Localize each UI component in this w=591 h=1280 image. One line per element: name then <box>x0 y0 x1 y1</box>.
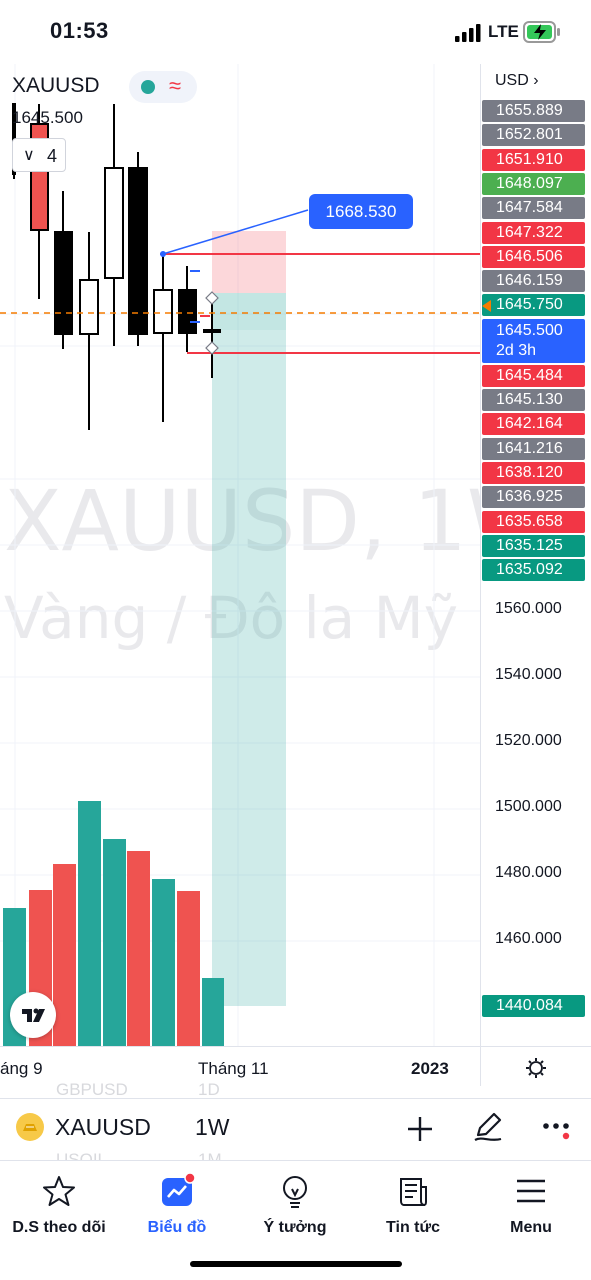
indicators-toggle-button[interactable]: ∨ 4 <box>12 138 66 172</box>
chart-watermark-title: XAUUSD, 1W <box>4 472 550 570</box>
tradingview-logo-icon[interactable] <box>10 992 56 1038</box>
ghost-watchlist-symbol: GBPUSD <box>56 1080 128 1099</box>
timeframe-button[interactable]: 1W <box>195 1114 230 1140</box>
drag-handles-icon[interactable] <box>205 291 219 355</box>
price-label: 1638.120 <box>482 461 585 484</box>
chart-watermark-subtitle: Vàng / Đô la Mỹ <box>4 584 459 652</box>
price-label: 1645.130 <box>482 389 585 411</box>
symbol-toolbar: XAUUSD 1W <box>0 1098 591 1160</box>
tab-label: Biểu đồ <box>147 1219 207 1236</box>
tab-label: Ý tưởng <box>263 1219 327 1236</box>
price-tick: 1460.000 <box>495 930 562 947</box>
tab-label: D.S theo dõi <box>12 1219 106 1236</box>
market-status-pill[interactable]: ≈ <box>129 71 197 103</box>
tab-label: Tin tức <box>386 1219 440 1236</box>
more-icon[interactable] <box>540 1113 576 1143</box>
price-label: 1645.750 <box>482 294 585 317</box>
price-tick: 1560.000 <box>495 600 562 617</box>
gold-symbol-icon <box>16 1113 44 1141</box>
price-callout[interactable]: 1668.530 <box>309 194 413 229</box>
trend-line[interactable] <box>162 209 309 255</box>
tab-ideas[interactable]: Ý tưởng <box>240 1171 350 1241</box>
position-target-zone[interactable] <box>212 293 286 330</box>
price-tick: 1480.000 <box>495 864 562 881</box>
star-icon <box>43 1176 75 1206</box>
legend-symbol[interactable]: XAUUSD <box>12 74 100 97</box>
home-indicator[interactable] <box>190 1261 402 1267</box>
lightbulb-icon <box>283 1176 307 1208</box>
network-type: LTE <box>488 22 519 41</box>
news-icon <box>400 1178 427 1206</box>
pen-icon[interactable] <box>470 1109 506 1145</box>
price-label: 1645.484 <box>482 364 585 387</box>
bar-countdown: 2d 3h <box>496 341 537 359</box>
time-axis[interactable]: áng 9 Tháng 11 2023 <box>0 1046 480 1086</box>
price-label: 1635.092 <box>482 559 585 582</box>
price-label: 1648.097 <box>482 172 585 195</box>
price-label: 1652.801 <box>482 124 585 147</box>
hamburger-icon <box>517 1179 545 1203</box>
price-axis[interactable]: USD › 1655.889 1652.801 1651.910 1648.097 16… <box>480 64 591 1086</box>
tab-watchlist[interactable]: D.S theo dõi <box>4 1171 114 1241</box>
symbol-search-button[interactable]: XAUUSD <box>55 1114 151 1140</box>
price-label: 1646.159 <box>482 270 585 293</box>
tab-label: Menu <box>510 1219 552 1236</box>
plus-icon[interactable] <box>402 1111 438 1147</box>
tab-news[interactable]: Tin tức <box>358 1171 468 1241</box>
volume-bars <box>3 801 224 1046</box>
price-tick: 1500.000 <box>495 798 562 815</box>
position-stop-zone[interactable] <box>212 231 286 293</box>
current-price-marker-icon <box>482 300 491 313</box>
ghost-watchlist-timeframe: 1D <box>198 1080 220 1099</box>
price-label: 1647.322 <box>482 221 585 244</box>
time-label: 2023 <box>411 1059 449 1078</box>
price-label: 1647.584 <box>482 197 585 220</box>
indicator-count: 4 <box>47 146 58 166</box>
bottom-tab-bar: D.S theo dõi Biểu đồ Ý tưởng Tin tức <box>0 1160 591 1280</box>
chart-canvas[interactable] <box>0 64 480 1046</box>
status-time: 01:53 <box>50 18 109 43</box>
price-label: 1655.889 <box>482 100 585 122</box>
status-bar: 01:53 LTE <box>0 0 591 64</box>
battery-icon <box>523 21 560 43</box>
price-label: 1646.506 <box>482 245 585 268</box>
chevron-down-icon: ∨ <box>23 147 35 164</box>
tab-chart[interactable]: Biểu đồ <box>122 1171 232 1241</box>
currency-selector[interactable]: USD › <box>495 72 539 89</box>
time-label: áng 9 <box>0 1059 43 1078</box>
time-label: Tháng 11 <box>198 1059 269 1078</box>
market-open-dot-icon <box>141 80 155 94</box>
chart-area[interactable]: XAUUSD, 1W Vàng / Đô la Mỹ <box>0 64 591 1086</box>
legend-price: 1645.500 <box>12 108 83 127</box>
price-label: 1641.216 <box>482 437 585 460</box>
last-price-value: 1645.500 <box>496 321 563 339</box>
price-label: 1635.125 <box>482 534 585 557</box>
position-target-price-label: 1440.084 <box>482 995 585 1017</box>
price-label: 1651.910 <box>482 148 585 171</box>
price-label: 1642.164 <box>482 413 585 436</box>
position-target-zone[interactable] <box>212 330 286 1006</box>
price-label: 1645.500 2d 3h <box>482 318 585 363</box>
signal-icon <box>455 24 481 42</box>
trend-line-handle[interactable] <box>160 251 166 257</box>
tab-menu[interactable]: Menu <box>476 1171 586 1241</box>
chart-settings-button[interactable] <box>480 1046 591 1086</box>
price-label: 1635.658 <box>482 510 585 533</box>
price-label: 1636.925 <box>482 486 585 509</box>
chart-icon <box>162 1173 195 1206</box>
data-delay-icon: ≈ <box>169 73 182 98</box>
gear-icon <box>526 1058 546 1078</box>
price-tick: 1520.000 <box>495 732 562 749</box>
price-tick: 1540.000 <box>495 666 562 683</box>
